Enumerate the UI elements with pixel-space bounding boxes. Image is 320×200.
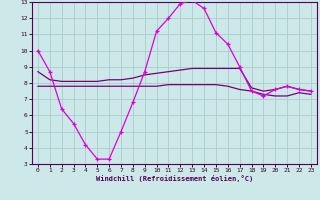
X-axis label: Windchill (Refroidissement éolien,°C): Windchill (Refroidissement éolien,°C)	[96, 175, 253, 182]
